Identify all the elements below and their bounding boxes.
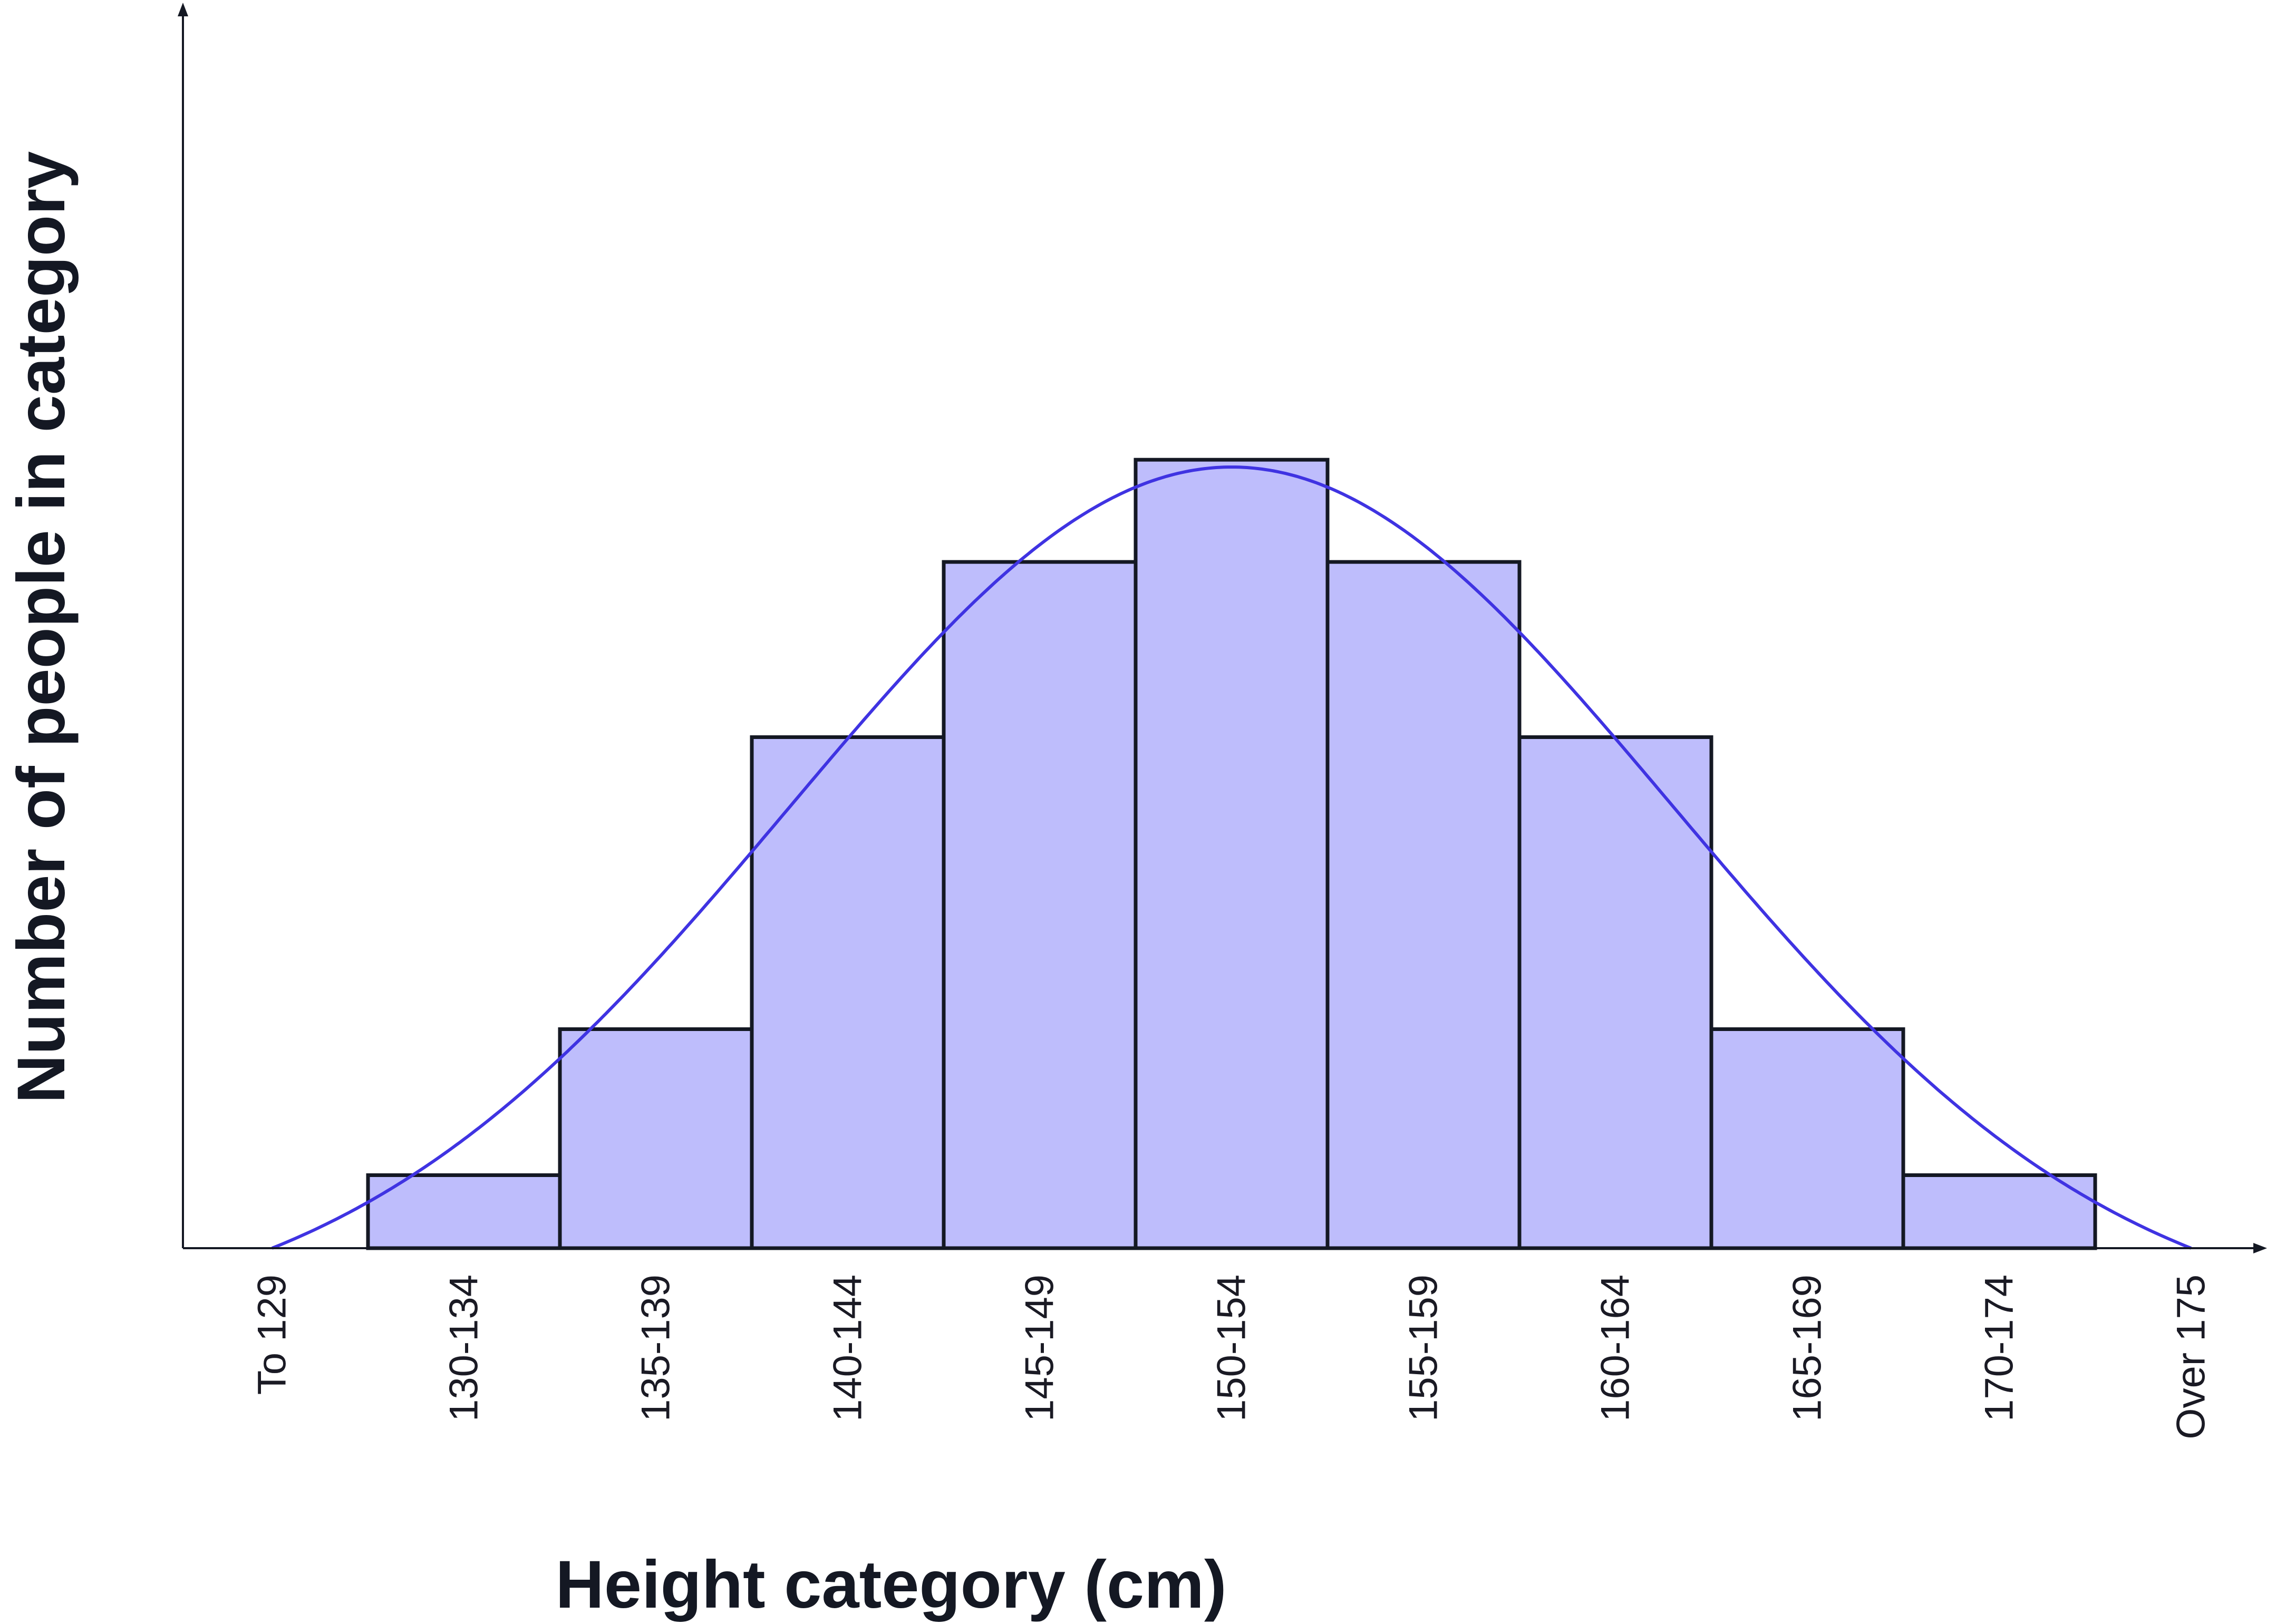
y-axis-arrow — [178, 3, 188, 16]
x-tick-label: 160-164 — [1593, 1275, 1638, 1422]
x-axis-title: Height category (cm) — [555, 1547, 1226, 1622]
axes-layer — [178, 3, 2267, 1253]
bars-layer — [366, 458, 2097, 1250]
x-tick-label: 165-169 — [1785, 1275, 1830, 1422]
x-tick-label: 170-174 — [1977, 1275, 2022, 1422]
histogram-bar — [1517, 735, 1713, 1250]
histogram-bar — [1325, 560, 1522, 1250]
normal-curve — [271, 465, 2192, 1250]
histogram-bar — [558, 1027, 754, 1250]
x-tick-label: 155-159 — [1401, 1275, 1446, 1422]
x-tick-label: Over 175 — [2169, 1275, 2214, 1440]
x-tick-label: 145-149 — [1018, 1275, 1062, 1422]
x-tick-label: 150-154 — [1209, 1275, 1254, 1422]
x-tick-labels: To 129 130-134 135-139 140-144 145-149 150-15… — [250, 1275, 2214, 1440]
x-axis-arrow — [2253, 1243, 2267, 1253]
x-tick-label: To 129 — [250, 1275, 295, 1395]
y-axis-title: Number of people in category — [4, 151, 79, 1104]
histogram-bar — [1134, 458, 1330, 1250]
histogram-bar — [942, 560, 1138, 1250]
histogram-bar — [1709, 1027, 1905, 1250]
histogram-bar — [366, 1173, 562, 1250]
x-tick-label: 140-144 — [826, 1275, 870, 1422]
histogram-bar — [750, 735, 946, 1250]
x-tick-label: 130-134 — [442, 1275, 487, 1422]
x-tick-label: 135-139 — [634, 1275, 679, 1422]
